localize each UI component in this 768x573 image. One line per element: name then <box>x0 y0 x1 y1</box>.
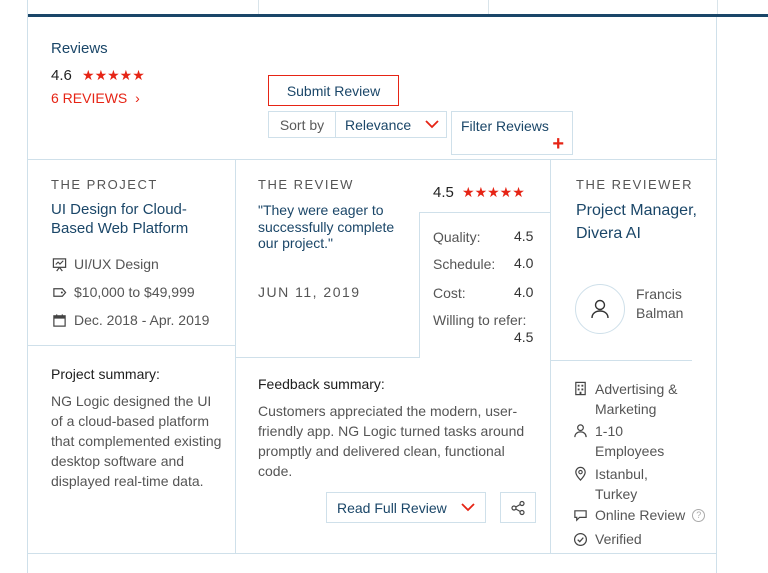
reviews-count-label[interactable]: 6 REVIEWS <box>51 90 128 106</box>
employees-label: 1-10 Employees <box>595 423 665 459</box>
plus-icon: + <box>552 133 564 155</box>
verified-label: Verified <box>595 531 642 547</box>
reviewer-verified: Verified <box>572 531 642 547</box>
tab-divider <box>488 0 489 14</box>
help-icon[interactable]: ? <box>692 508 706 522</box>
project-budget: $10,000 to $49,999 <box>51 284 195 300</box>
chevron-down-icon <box>461 503 475 512</box>
building-icon <box>572 380 588 396</box>
calendar-icon <box>51 312 67 328</box>
quality-label: Quality: <box>433 229 481 245</box>
read-full-review-label: Read Full Review <box>337 499 447 516</box>
tab-divider <box>717 0 718 14</box>
industry-label: Advertising & Marketing <box>595 381 678 417</box>
divider <box>235 357 419 358</box>
project-section-label: THE PROJECT <box>51 177 158 192</box>
read-full-review-button[interactable]: Read Full Review <box>326 492 486 523</box>
cost-label: Cost: <box>433 285 466 301</box>
map-pin-icon <box>572 465 588 481</box>
check-circle-icon <box>572 531 588 547</box>
overall-rating-row: 4.6 ★★★★★ <box>51 67 145 84</box>
sort-select[interactable]: Relevance <box>336 112 446 137</box>
feedback-summary-text: Customers appreciated the modern, user-f… <box>258 403 525 479</box>
project-dates: Dec. 2018 - Apr. 2019 <box>51 312 209 328</box>
project-title: UI Design for Cloud-Based Web Platform <box>51 201 189 237</box>
refer-label: Willing to refer: <box>433 312 527 328</box>
review-rating: 4.5 <box>433 184 454 201</box>
share-icon <box>511 500 525 515</box>
divider <box>419 212 420 358</box>
location-label: Istanbul, Turkey <box>595 466 648 502</box>
submit-review-button[interactable]: Submit Review <box>268 75 399 106</box>
budget-label: $10,000 to $49,999 <box>74 284 195 300</box>
top-accent-line <box>28 14 768 17</box>
service-label: UI/UX Design <box>74 256 159 272</box>
reviews-heading: Reviews <box>51 40 108 57</box>
filter-label: Filter Reviews <box>461 118 549 134</box>
chat-bubble-icon <box>572 507 588 523</box>
user-icon <box>591 299 609 319</box>
user-icon <box>572 422 588 438</box>
overall-rating: 4.6 <box>51 67 72 84</box>
reviewer-section-label: THE REVIEWER <box>576 177 693 192</box>
reviewer-industry: Advertising & Marketing <box>572 379 695 419</box>
reviewer-last-name: Balman <box>636 305 684 321</box>
review-stars: ★★★★★ <box>462 184 525 200</box>
schedule-value: 4.0 <box>514 255 534 271</box>
sort-control[interactable]: Sort by Relevance <box>268 111 447 138</box>
chevron-right-icon: › <box>135 90 140 106</box>
schedule-label: Schedule: <box>433 256 496 272</box>
divider <box>27 159 717 160</box>
project-summary-text: NG Logic designed the UI of a cloud-base… <box>51 393 222 489</box>
presentation-icon <box>51 256 67 272</box>
price-tag-icon <box>51 284 67 300</box>
project-service: UI/UX Design <box>51 256 159 272</box>
quality-value: 4.5 <box>514 228 534 244</box>
refer-value: 4.5 <box>514 329 534 345</box>
reviewer-role: Project Manager, Divera AI <box>576 202 697 242</box>
filter-reviews-button[interactable]: Filter Reviews + <box>451 111 573 155</box>
reviewer-name: Francis Balman <box>636 285 683 323</box>
dates-label: Dec. 2018 - Apr. 2019 <box>74 312 210 328</box>
divider <box>419 212 550 213</box>
review-quote: "They were eager to successfully complet… <box>258 202 395 251</box>
reviews-panel <box>27 17 717 573</box>
reviewer-review-type: Online Review ? <box>572 507 706 523</box>
project-summary-heading: Project summary: <box>51 366 160 382</box>
sort-value: Relevance <box>345 116 412 133</box>
feedback-summary-heading: Feedback summary: <box>258 376 385 392</box>
reviewer-first-name: Francis <box>636 286 682 302</box>
divider <box>550 159 551 553</box>
review-section-label: THE REVIEW <box>258 177 354 192</box>
avatar <box>575 284 625 334</box>
review-type-label: Online Review <box>595 507 686 523</box>
divider <box>235 159 236 553</box>
sort-label: Sort by <box>269 112 336 137</box>
divider <box>27 553 717 554</box>
reviewer-employees: 1-10 Employees <box>572 421 675 461</box>
chevron-down-icon <box>425 120 439 129</box>
top-tabs-bar <box>27 0 768 18</box>
reviews-count-link[interactable]: 6 REVIEWS › <box>51 90 140 106</box>
share-button[interactable] <box>500 492 536 523</box>
review-rating-row: 4.5 ★★★★★ <box>433 184 525 201</box>
rating-stars: ★★★★★ <box>82 67 145 83</box>
cost-value: 4.0 <box>514 284 534 300</box>
reviewer-location: Istanbul, Turkey <box>572 464 665 504</box>
divider <box>550 360 692 361</box>
divider <box>27 345 235 346</box>
review-date: JUN 11, 2019 <box>258 284 361 300</box>
tab-divider <box>258 0 259 14</box>
